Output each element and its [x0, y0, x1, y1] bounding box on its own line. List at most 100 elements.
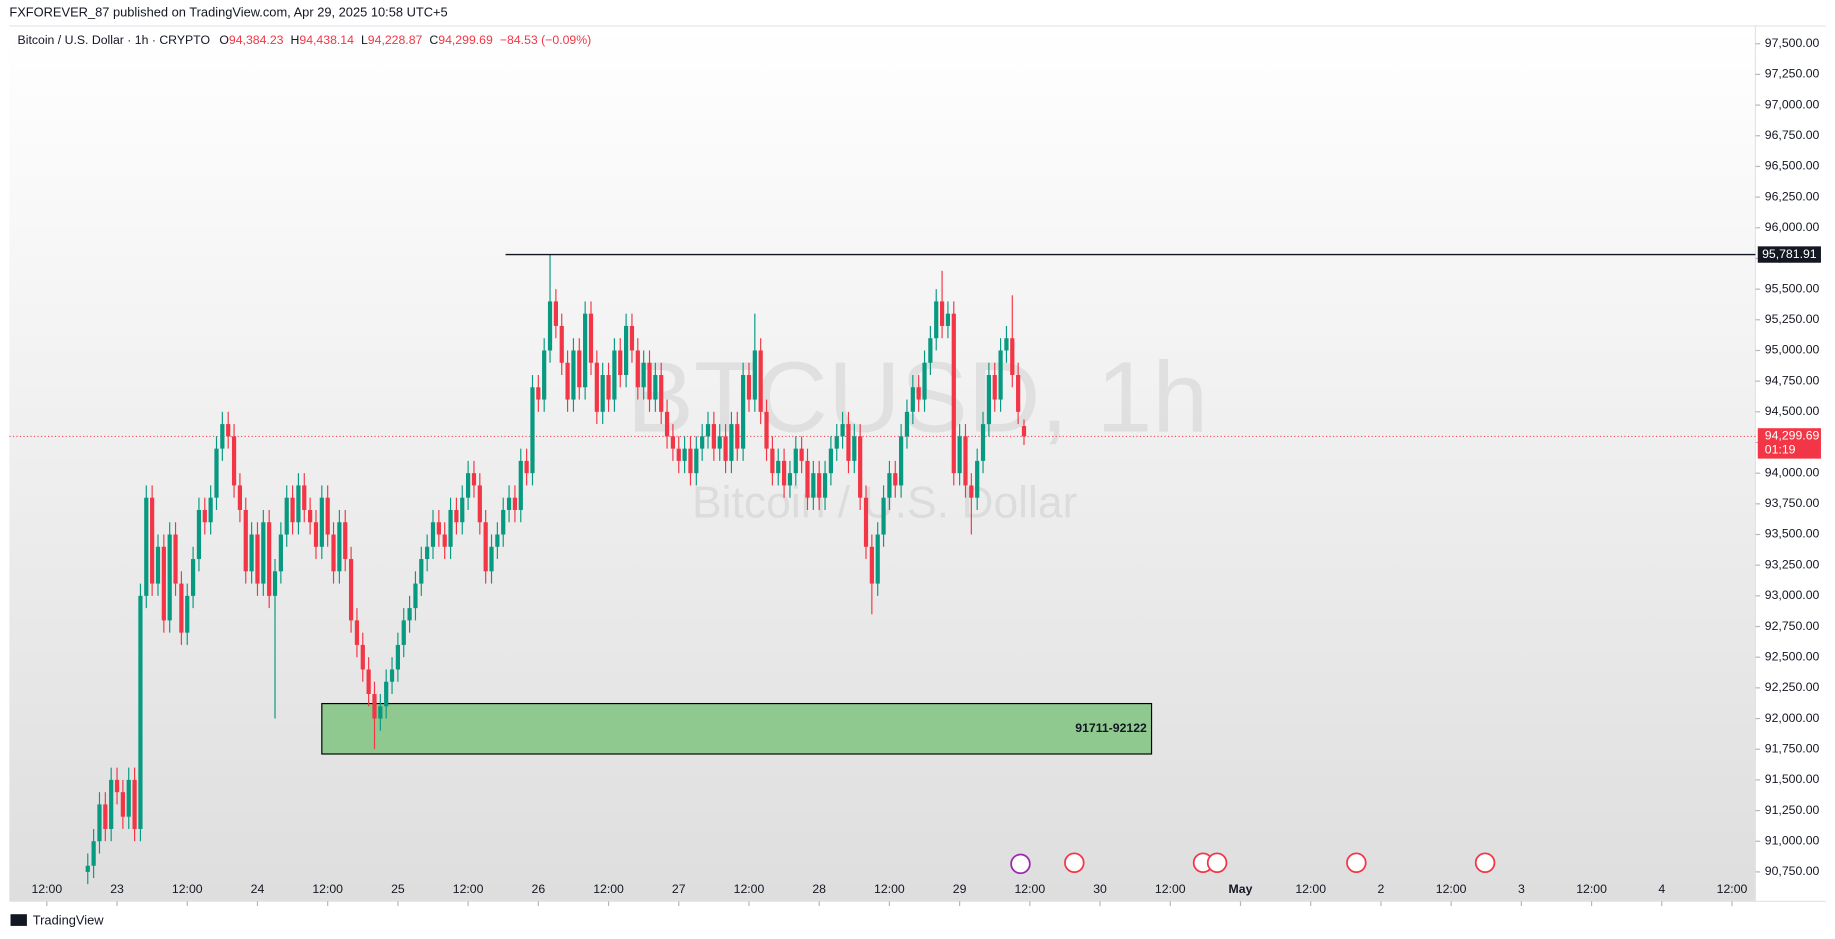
- candle-body: [980, 424, 986, 461]
- candle-body: [489, 546, 494, 572]
- x-tick-label: 2: [1378, 882, 1385, 896]
- candle-body: [869, 546, 874, 584]
- x-tick-label: 12:00: [172, 882, 203, 896]
- x-tick-label: 28: [812, 882, 826, 896]
- y-tick-label: 93,000.00: [1765, 588, 1820, 602]
- candle-body: [103, 804, 108, 829]
- event-icon[interactable]: [1346, 852, 1367, 873]
- x-tick-label: 12:00: [1717, 882, 1748, 896]
- candle-body: [992, 375, 997, 400]
- x-tick-label: 27: [672, 882, 686, 896]
- legend-l: L: [361, 33, 368, 47]
- candle-body: [331, 534, 336, 572]
- candle-body: [834, 436, 839, 449]
- candle-body: [343, 522, 348, 560]
- candle-body: [255, 534, 260, 584]
- candle-body: [372, 694, 377, 719]
- event-icons: [1010, 852, 1496, 875]
- candle-body: [1016, 375, 1021, 412]
- candle-body: [524, 460, 529, 474]
- candle-body: [922, 362, 927, 400]
- candle-body: [641, 362, 646, 388]
- y-tick-label: 94,000.00: [1765, 465, 1820, 479]
- candle-body: [670, 436, 676, 449]
- x-tick-label: 30: [1093, 882, 1107, 896]
- x-tick-label: 12:00: [874, 882, 905, 896]
- candle-body: [506, 497, 512, 510]
- price-label: 94,299.69: [1765, 429, 1820, 443]
- candle-body: [378, 706, 383, 719]
- candle-body: [132, 779, 137, 829]
- candle-body: [846, 424, 851, 461]
- y-tick-label: 91,000.00: [1765, 833, 1820, 847]
- y-tick-label: 94,500.00: [1765, 404, 1820, 418]
- y-tick-label: 95,250.00: [1765, 312, 1820, 326]
- candle-body: [916, 387, 921, 400]
- candle-body: [114, 779, 120, 793]
- candle-body: [594, 362, 599, 412]
- candle-body: [91, 841, 96, 866]
- candle-body: [518, 460, 523, 510]
- header: FXFOREVER_87 published on TradingView.co…: [9, 4, 447, 19]
- event-icon[interactable]: [1206, 852, 1228, 873]
- x-tick-label: 23: [110, 882, 124, 896]
- plot-background: [9, 25, 1756, 902]
- candle-body: [717, 436, 722, 449]
- legend: Bitcoin / U.S. Dollar · 1h · CRYPTO O94,3…: [18, 33, 592, 47]
- candle-body: [325, 497, 330, 535]
- candle-body: [536, 387, 541, 400]
- candle-body: [776, 460, 781, 474]
- candle-body: [214, 448, 219, 498]
- candle-body: [945, 313, 951, 326]
- candle-body: [752, 350, 757, 400]
- y-tick-label: 95,500.00: [1765, 281, 1820, 295]
- candle-body: [969, 485, 974, 498]
- y-tick-label: 95,000.00: [1765, 343, 1820, 357]
- candle-body: [1010, 338, 1015, 376]
- candle-body: [319, 497, 324, 547]
- candle-body: [296, 485, 301, 523]
- x-tick-label: 26: [532, 882, 546, 896]
- candle-body: [588, 313, 594, 363]
- candle-body: [817, 473, 822, 498]
- candle-body: [430, 522, 436, 547]
- candle-body: [606, 375, 611, 400]
- event-icon[interactable]: [1010, 853, 1031, 875]
- candle-body: [389, 669, 395, 682]
- y-tick-label: 92,750.00: [1765, 619, 1820, 633]
- candle-body: [155, 546, 161, 584]
- candle-body: [442, 534, 447, 547]
- candle-body: [553, 301, 558, 326]
- candle-body: [448, 509, 453, 547]
- candle-body: [436, 522, 441, 535]
- candle-body: [290, 497, 295, 523]
- candle-body: [682, 448, 687, 461]
- candle-body: [179, 583, 184, 633]
- legend-change: −84.53 (−0.09%): [500, 33, 591, 47]
- candle-body: [97, 804, 102, 842]
- x-tick-label: 12:00: [1295, 882, 1326, 896]
- event-icon[interactable]: [1474, 852, 1496, 873]
- y-tick-label: 93,500.00: [1765, 527, 1820, 541]
- candle-body: [852, 436, 857, 461]
- event-icon[interactable]: [1064, 852, 1085, 873]
- candle-body: [208, 497, 213, 523]
- x-tick-label: 24: [251, 882, 265, 896]
- legend-low: 94,228.87: [368, 33, 423, 47]
- candle-body: [939, 301, 945, 326]
- y-tick-label: 92,500.00: [1765, 649, 1820, 663]
- candle-body: [126, 779, 131, 817]
- y-tick-label: 92,250.00: [1765, 680, 1820, 694]
- candle-body: [1004, 338, 1009, 351]
- candle-body: [758, 350, 763, 412]
- candle-body: [811, 473, 816, 498]
- candle-body: [495, 534, 500, 547]
- candle-body: [893, 473, 898, 486]
- candle-body: [858, 436, 863, 498]
- candle-body: [840, 424, 845, 437]
- y-tick-label: 92,000.00: [1765, 711, 1820, 725]
- legend-o: O: [219, 33, 229, 47]
- candle-body: [887, 473, 892, 498]
- candle-body: [934, 301, 939, 339]
